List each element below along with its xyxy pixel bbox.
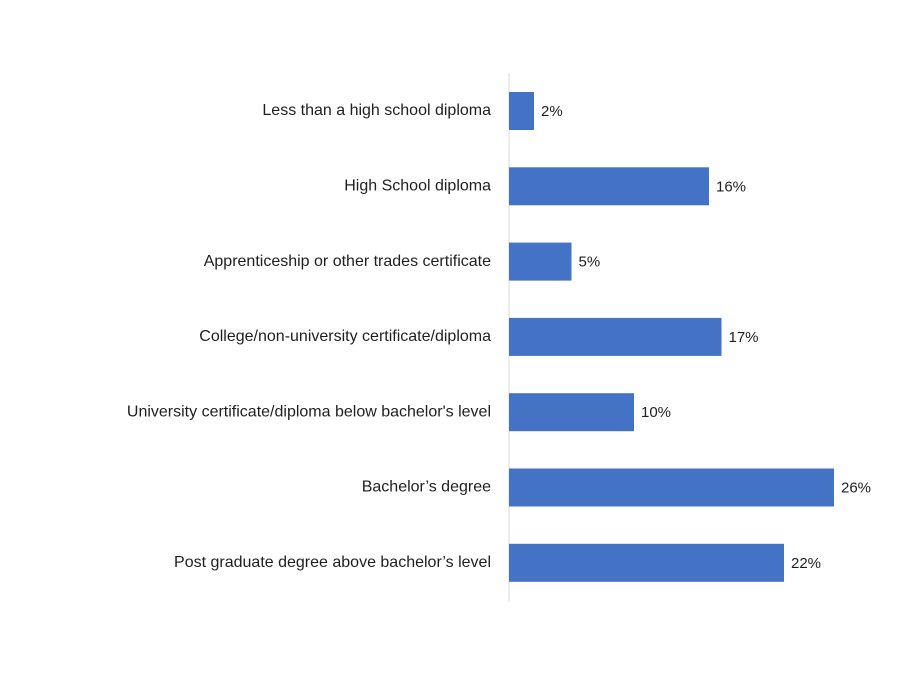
bar-0 [509,92,534,130]
category-label-0: Less than a high school diploma [262,102,491,119]
category-label-group: Less than a high school diploma High Scho… [127,102,491,571]
category-label-5: Bachelor’s degree [362,479,491,496]
bar-6 [509,543,784,582]
bar-1 [509,167,709,206]
value-label-3: 17% [729,329,759,346]
value-label-4: 10% [641,404,671,421]
bar-4 [509,393,634,432]
category-label-6: Post graduate degree above bachelor’s le… [174,554,491,571]
value-label-2: 5% [579,254,601,271]
category-label-2: Apprenticeship or other trades certifica… [204,253,491,270]
value-label-group: 2% 16% 5% 17% 10% 26% 22% [541,103,871,572]
bar-2 [509,242,572,281]
value-label-5: 26% [841,479,871,496]
bar-5 [509,468,834,507]
category-label-4: University certificate/diploma below bac… [127,403,491,420]
bar-group [509,92,834,582]
value-label-6: 22% [791,555,821,572]
category-label-3: College/non-university certificate/diplo… [199,328,491,345]
value-label-0: 2% [541,103,563,120]
value-label-1: 16% [716,178,746,195]
category-label-1: High School diploma [344,178,491,195]
bar-3 [509,317,722,356]
